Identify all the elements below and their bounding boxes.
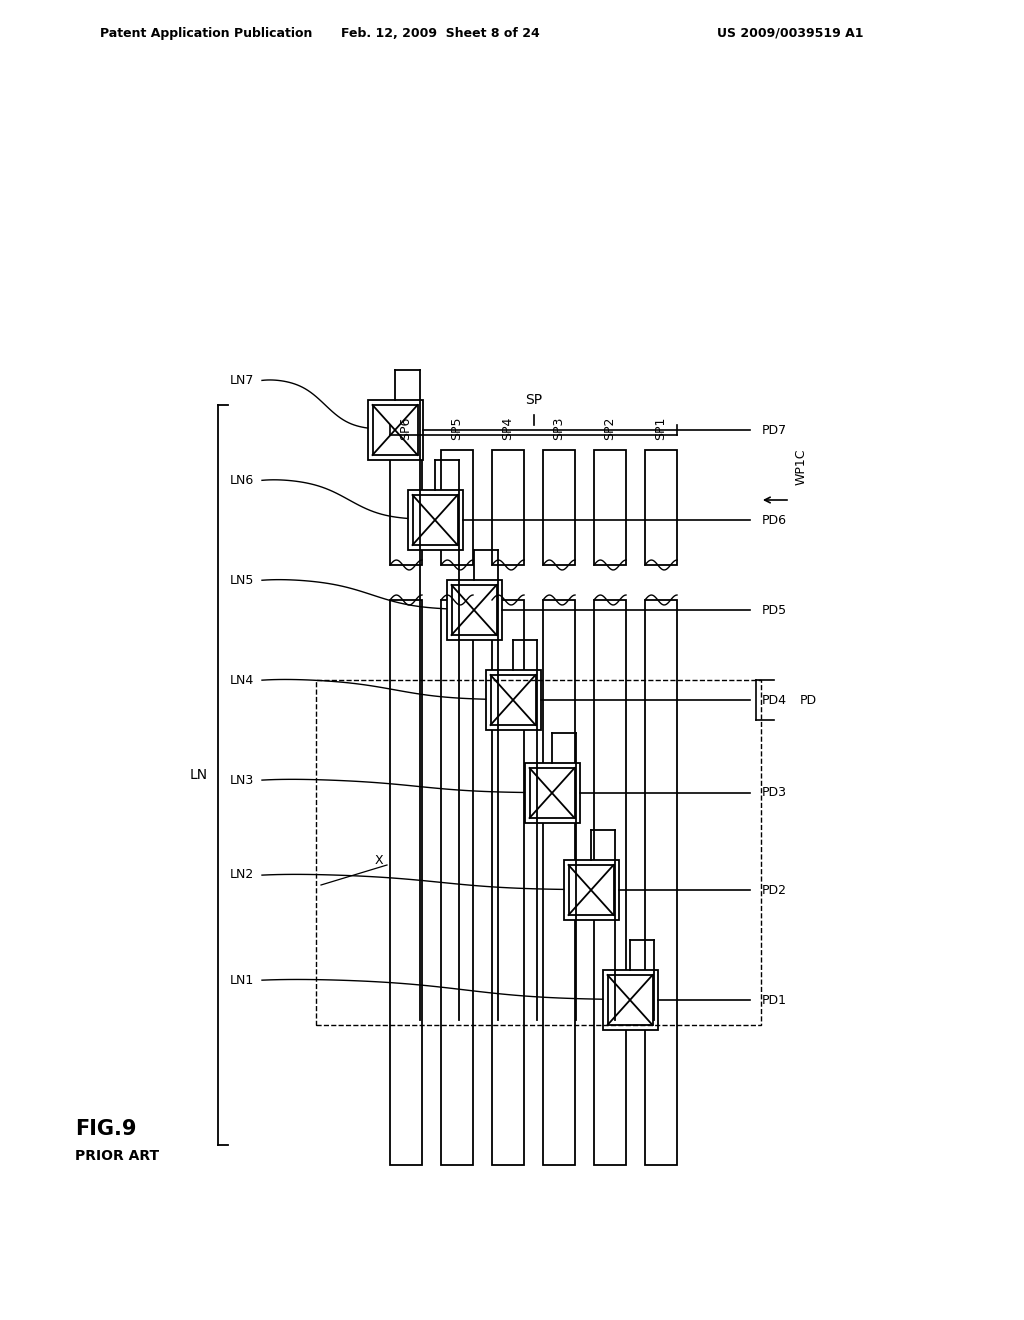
Bar bbox=[594, 450, 626, 565]
Text: X: X bbox=[375, 854, 384, 866]
Text: SP1: SP1 bbox=[654, 417, 668, 440]
Bar bbox=[452, 585, 497, 635]
Bar bbox=[490, 675, 536, 725]
Text: LN3: LN3 bbox=[230, 774, 254, 787]
Bar bbox=[408, 490, 463, 550]
Text: SP3: SP3 bbox=[553, 417, 565, 440]
Text: PD3: PD3 bbox=[762, 787, 787, 800]
Text: PD5: PD5 bbox=[762, 603, 787, 616]
Text: PD: PD bbox=[800, 693, 817, 706]
Text: FIG.9: FIG.9 bbox=[75, 1119, 136, 1139]
Bar bbox=[543, 450, 575, 565]
Text: LN1: LN1 bbox=[230, 974, 254, 986]
Text: PRIOR ART: PRIOR ART bbox=[75, 1148, 159, 1163]
Bar bbox=[316, 680, 761, 1026]
Text: PD1: PD1 bbox=[762, 994, 787, 1006]
Text: Feb. 12, 2009  Sheet 8 of 24: Feb. 12, 2009 Sheet 8 of 24 bbox=[341, 26, 540, 40]
Text: LN7: LN7 bbox=[230, 374, 254, 387]
Bar bbox=[563, 861, 618, 920]
Bar bbox=[645, 601, 677, 1166]
Bar bbox=[543, 601, 575, 1166]
Bar bbox=[529, 768, 574, 818]
Text: WP1C: WP1C bbox=[795, 449, 808, 484]
Bar bbox=[492, 450, 524, 565]
Bar bbox=[602, 970, 657, 1030]
Bar bbox=[485, 671, 541, 730]
Text: SP: SP bbox=[525, 393, 542, 407]
Text: Patent Application Publication: Patent Application Publication bbox=[100, 26, 312, 40]
Bar bbox=[413, 495, 458, 545]
Text: PD2: PD2 bbox=[762, 883, 787, 896]
Bar bbox=[446, 579, 502, 640]
Text: PD6: PD6 bbox=[762, 513, 787, 527]
Text: US 2009/0039519 A1: US 2009/0039519 A1 bbox=[717, 26, 863, 40]
Text: SP6: SP6 bbox=[399, 417, 413, 440]
Bar bbox=[441, 450, 473, 565]
Bar bbox=[368, 400, 423, 459]
Bar bbox=[441, 601, 473, 1166]
Bar bbox=[524, 763, 580, 822]
Text: SP5: SP5 bbox=[451, 417, 464, 440]
Bar bbox=[492, 601, 524, 1166]
Text: LN4: LN4 bbox=[230, 673, 254, 686]
Text: SP2: SP2 bbox=[603, 417, 616, 440]
Text: SP4: SP4 bbox=[502, 417, 514, 440]
Bar bbox=[390, 450, 422, 565]
Text: PD4: PD4 bbox=[762, 693, 787, 706]
Bar bbox=[607, 975, 652, 1026]
Bar bbox=[645, 450, 677, 565]
Text: LN6: LN6 bbox=[230, 474, 254, 487]
Text: LN: LN bbox=[189, 768, 208, 781]
Text: LN5: LN5 bbox=[230, 573, 254, 586]
Bar bbox=[390, 601, 422, 1166]
Bar bbox=[373, 405, 418, 455]
Text: PD7: PD7 bbox=[762, 424, 787, 437]
Text: LN2: LN2 bbox=[230, 869, 254, 882]
Bar bbox=[568, 865, 613, 915]
Bar bbox=[594, 601, 626, 1166]
